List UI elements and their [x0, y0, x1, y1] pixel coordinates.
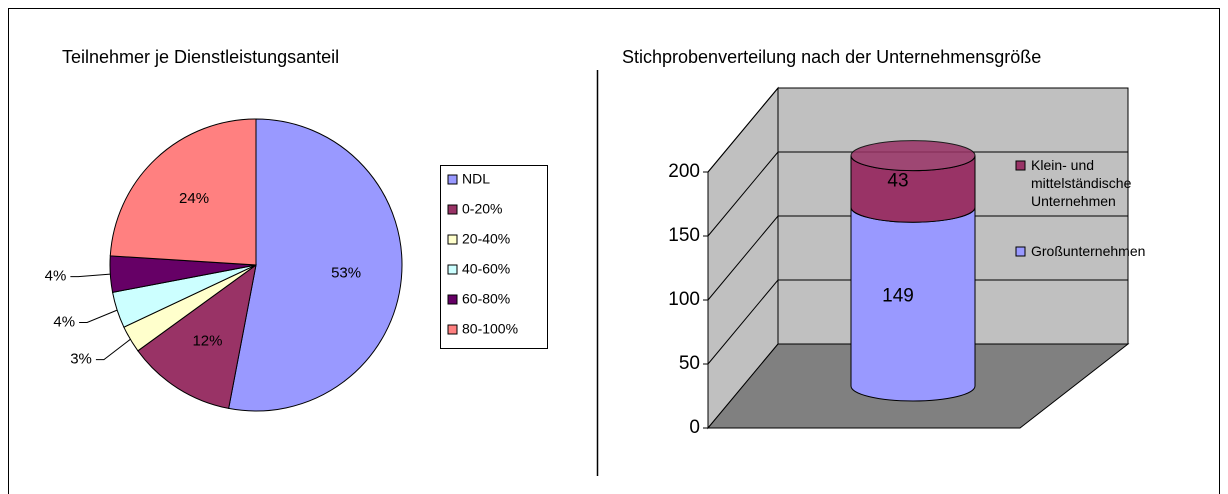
grid-line	[707, 151, 1128, 237]
pie-slice	[137, 263, 257, 409]
chart-title: Teilnehmer je Dienstleistungsanteil	[62, 47, 339, 67]
data-label: 4%	[53, 313, 75, 330]
legend-label: 20-40%	[462, 231, 510, 247]
legend-swatch	[447, 324, 458, 335]
legend-swatch	[447, 204, 458, 215]
y-tick-label: 200	[668, 161, 700, 182]
legend-label: NDL	[462, 171, 490, 187]
legend-label: 40-60%	[462, 261, 510, 277]
chart-title: Stichprobenverteilung nach der Unternehm…	[622, 47, 1041, 67]
legend-swatch	[447, 294, 458, 305]
grid-line	[707, 215, 1128, 301]
frame	[8, 8, 1220, 494]
cylinder-top	[850, 140, 976, 172]
legend-label: Großunternehmen	[1031, 243, 1146, 259]
data-label: 12%	[192, 332, 222, 349]
legend-label: Klein- und mittelständische Unternehmen	[1031, 157, 1132, 209]
y-tick-label: 150	[668, 225, 700, 246]
grid-line	[707, 87, 1128, 173]
data-label: 149	[882, 286, 914, 307]
y-tick-label: 0	[689, 417, 700, 438]
data-label: 4%	[45, 268, 67, 285]
data-label: 43	[887, 170, 908, 191]
pie-slice	[228, 118, 403, 412]
legend-swatch	[1015, 160, 1026, 171]
legend-swatch	[447, 234, 458, 245]
y-tick-label: 100	[668, 289, 700, 310]
leader-line	[79, 309, 118, 323]
legend-label: 0-20%	[462, 201, 502, 217]
leader-line	[95, 338, 131, 361]
legend-box	[440, 165, 548, 349]
leader-line	[70, 273, 111, 278]
y-tick-label: 50	[679, 353, 700, 374]
legend-swatch	[447, 174, 458, 185]
data-label: 24%	[179, 190, 209, 207]
pie-slice	[109, 118, 257, 266]
legend-label: 80-100%	[462, 321, 518, 337]
legend-label: 60-80%	[462, 291, 510, 307]
legend-swatch	[447, 264, 458, 275]
data-label: 53%	[331, 264, 361, 281]
grid-line	[707, 279, 1128, 365]
legend-swatch	[1015, 246, 1026, 257]
data-label: 3%	[70, 351, 92, 368]
